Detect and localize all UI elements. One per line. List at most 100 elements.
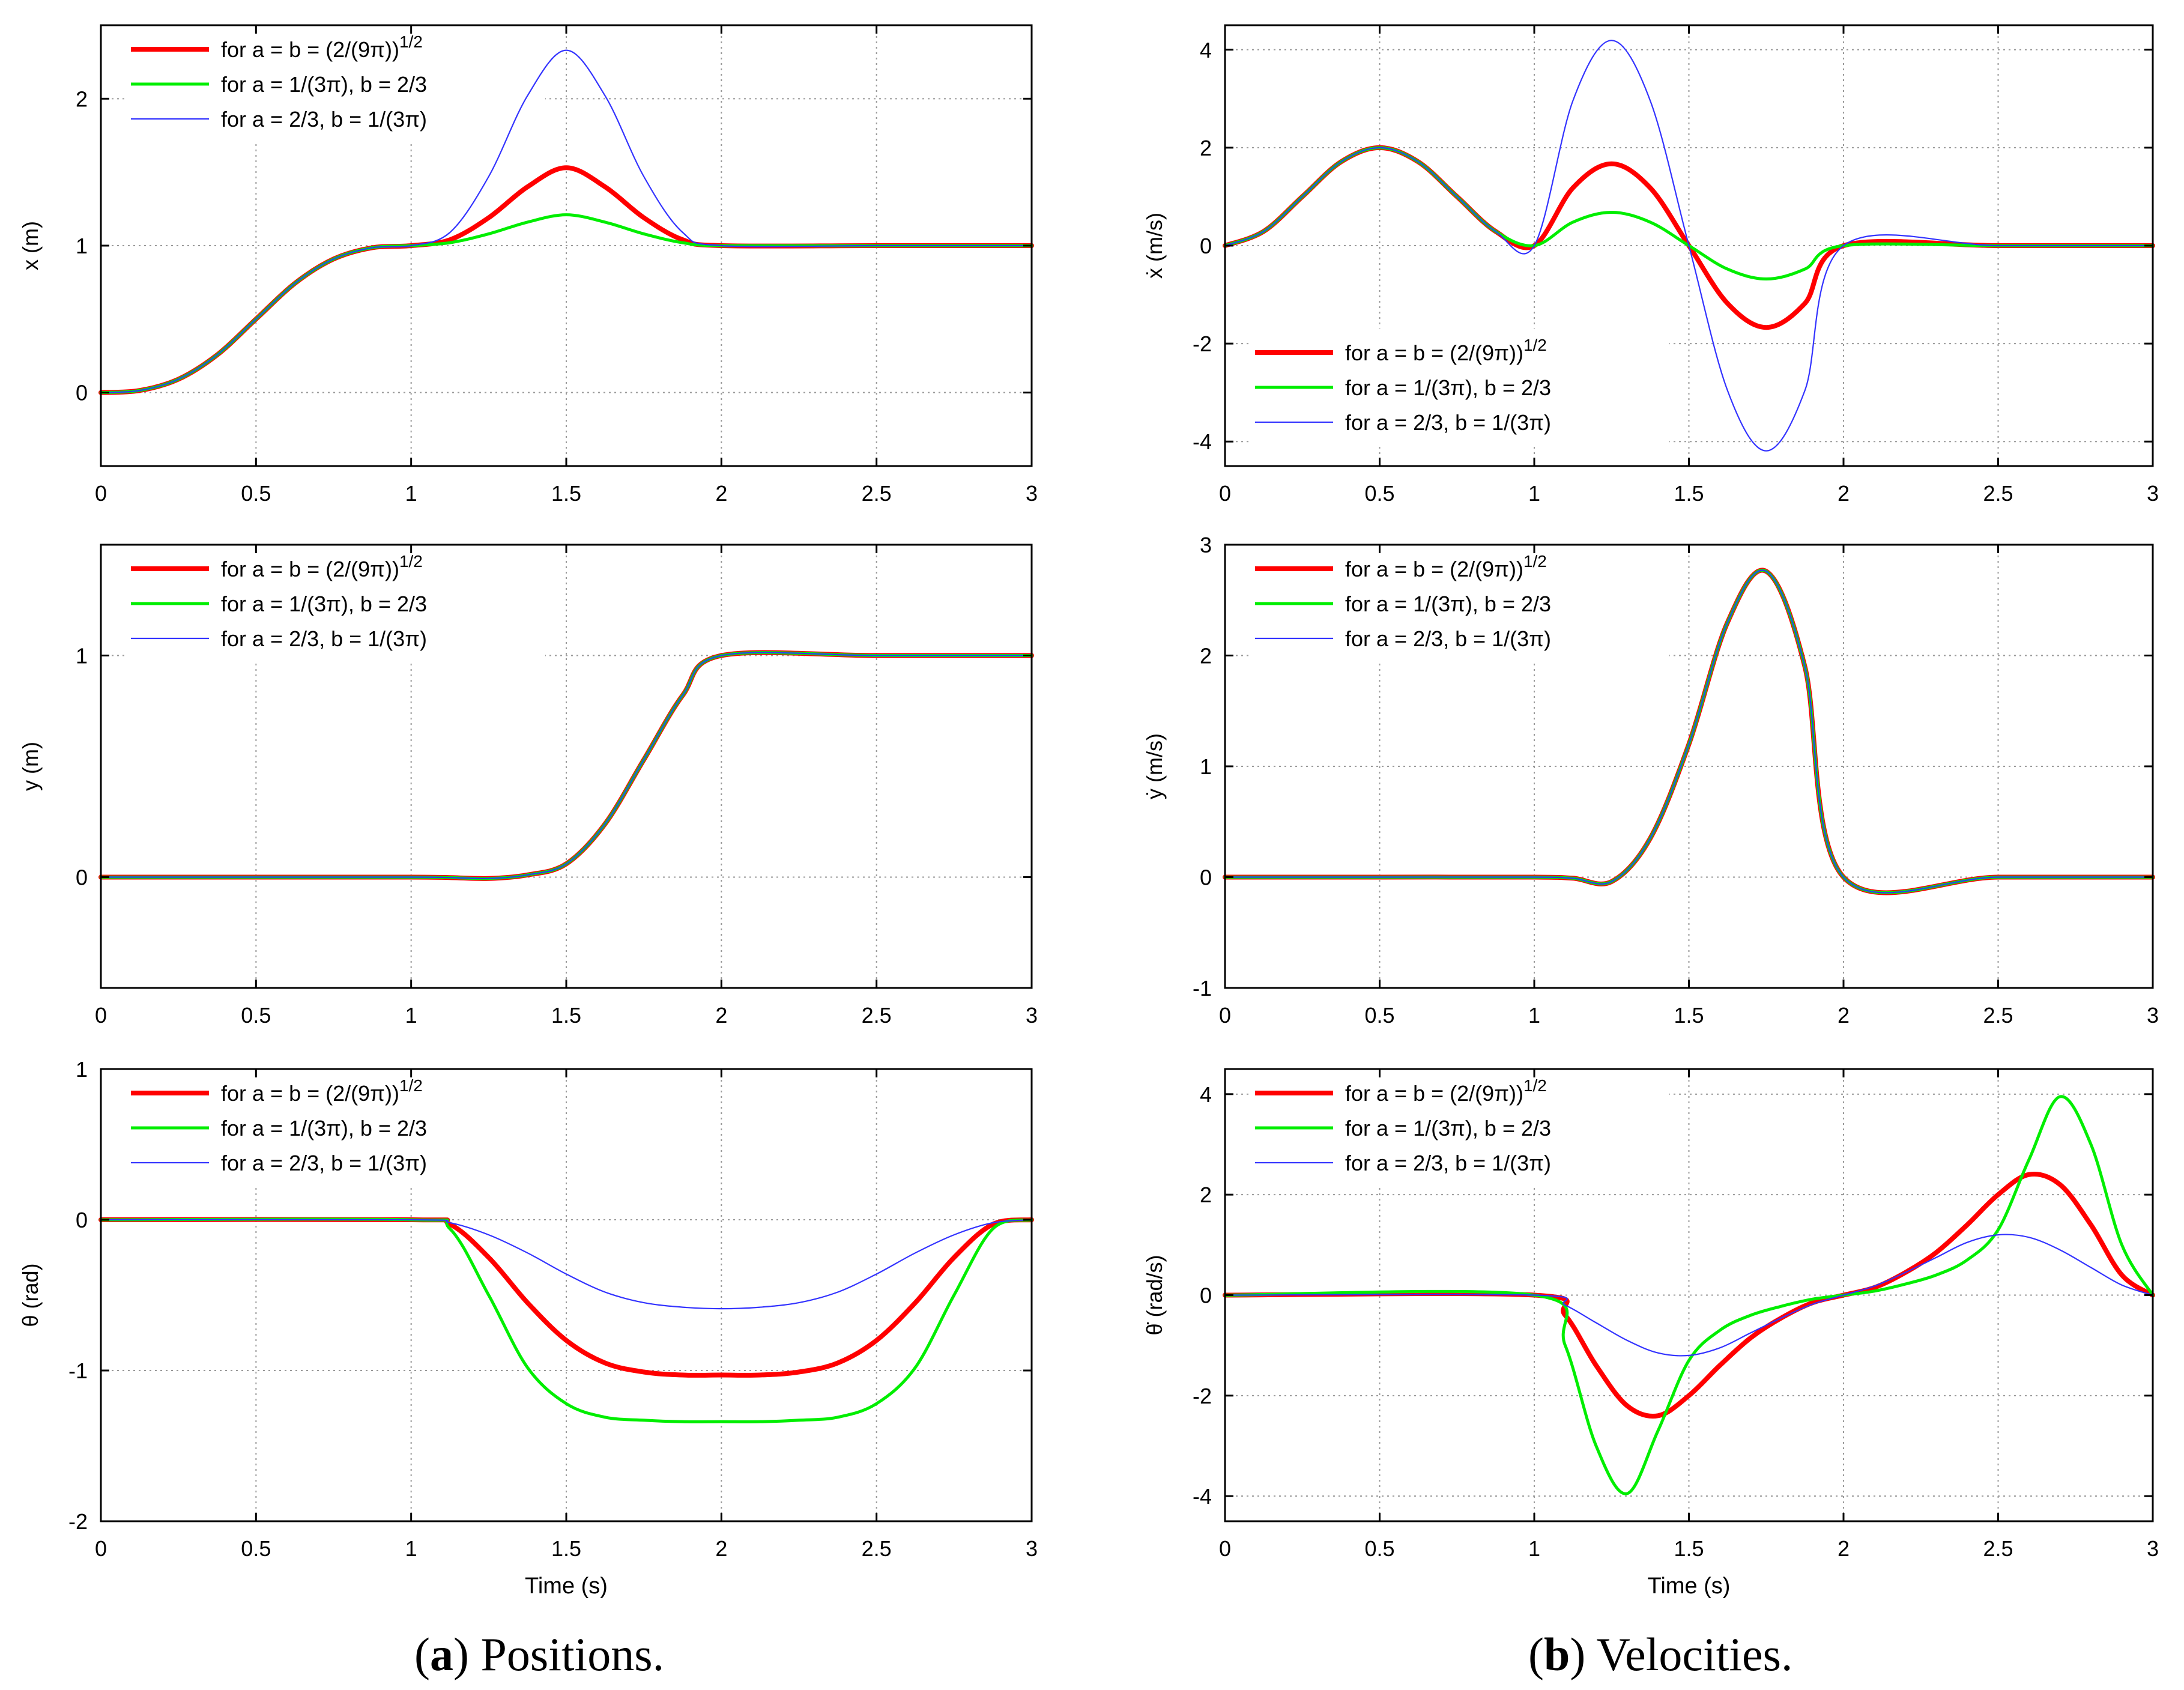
- legend-label: for a = 2/3, b = 1/(3π): [221, 1151, 427, 1175]
- y-axis-label: θ (rad): [18, 1263, 43, 1327]
- y-tick-label: 1: [76, 644, 88, 668]
- x-tick-label: 0: [95, 1003, 107, 1028]
- chart-y-velocity: 0 0.5 1 1.5 2 2.5 3 -1 0 1 2 3 ẏ (m/s) for a = b = (2…: [1142, 533, 2159, 1028]
- legend-superscript: 1/2: [1523, 552, 1547, 571]
- y-tick-label: 2: [1200, 644, 1212, 668]
- x-tick-label: 0.5: [1364, 1536, 1394, 1561]
- x-tick-label: 1.5: [1674, 1536, 1704, 1561]
- legend-label: for a = 1/(3π), b = 2/3: [221, 72, 427, 97]
- legend-label: for a = 1/(3π), b = 2/3: [1345, 592, 1551, 616]
- legend-label: for a = 1/(3π), b = 2/3: [1345, 375, 1551, 400]
- series-line: [100, 49, 1033, 393]
- chart-y-position: 0 0.5 1 1.5 2 2.5 3 0 1 y (m) for a = b = (2/(9π))…: [18, 544, 1038, 1028]
- y-tick-label: 0: [1200, 865, 1212, 890]
- caption-label-a: a: [429, 1628, 453, 1680]
- legend-label: for a = b = (2/(9π))1/2: [221, 552, 423, 581]
- x-axis-label: Time (s): [1648, 1573, 1731, 1599]
- x-tick-label: 1.5: [1674, 1003, 1704, 1028]
- series-line: [1223, 1095, 2155, 1495]
- x-tick-label: 2: [715, 1536, 727, 1561]
- series-line: [1224, 40, 2154, 452]
- x-tick-label: 2.5: [1983, 481, 2013, 506]
- legend-label: for a = 1/(3π), b = 2/3: [1345, 1116, 1551, 1140]
- y-tick-label: 1: [76, 234, 88, 258]
- y-tick-label: -2: [1193, 1384, 1212, 1408]
- y-tick-label: 4: [1200, 38, 1212, 62]
- x-tick-label: 0.5: [241, 1003, 271, 1028]
- y-tick-label: 3: [1200, 533, 1212, 557]
- legend-superscript: 1/2: [399, 1076, 423, 1095]
- y-tick-label: 2: [76, 86, 88, 111]
- x-tick-label: 0: [95, 481, 107, 506]
- x-tick-label: 2.5: [1983, 1003, 2013, 1028]
- caption-velocities: (b) Velocities.: [1528, 1628, 1793, 1680]
- x-tick-label: 3: [2147, 481, 2159, 506]
- y-tick-label: -1: [68, 1358, 88, 1383]
- legend-label: for a = 2/3, b = 1/(3π): [1345, 410, 1551, 435]
- x-tick-label: 2: [715, 481, 727, 506]
- legend-label: for a = b = (2/(9π))1/2: [1345, 552, 1547, 581]
- x-tick-label: 2: [1838, 1536, 1850, 1561]
- x-tick-label: 1.5: [551, 481, 581, 506]
- y-tick-label: 1: [76, 1057, 88, 1082]
- legend-label: for a = 1/(3π), b = 2/3: [221, 1116, 427, 1140]
- x-tick-label: 3: [1026, 1536, 1038, 1561]
- x-tick-label: 3: [1026, 481, 1038, 506]
- x-tick-label: 0: [1219, 1003, 1231, 1028]
- y-axis-label: y (m): [18, 742, 43, 791]
- y-axis-label: ẏ (m/s): [1142, 733, 1167, 799]
- legend-label: for a = 2/3, b = 1/(3π): [1345, 626, 1551, 651]
- y-tick-label: -2: [1193, 332, 1212, 356]
- series-line: [99, 1217, 1033, 1424]
- x-tick-label: 0: [95, 1536, 107, 1561]
- x-tick-label: 0.5: [1364, 1003, 1394, 1028]
- x-tick-label: 2.5: [862, 1003, 892, 1028]
- x-tick-label: 1: [405, 1003, 417, 1028]
- y-tick-label: 4: [1200, 1082, 1212, 1107]
- legend-superscript: 1/2: [1523, 336, 1547, 354]
- series-line: [100, 652, 1033, 879]
- legend-label: for a = 2/3, b = 1/(3π): [221, 626, 427, 651]
- x-tick-label: 1: [405, 481, 417, 506]
- x-tick-label: 0.5: [241, 481, 271, 506]
- y-tick-label: -2: [68, 1509, 88, 1534]
- x-tick-label: 1: [1528, 481, 1540, 506]
- x-tick-label: 3: [2147, 1003, 2159, 1028]
- legend-superscript: 1/2: [1523, 1076, 1547, 1095]
- x-tick-label: 1.5: [551, 1003, 581, 1028]
- y-tick-label: 0: [1200, 1283, 1212, 1308]
- x-tick-label: 2: [1838, 481, 1850, 506]
- x-tick-label: 2: [1838, 1003, 1850, 1028]
- y-tick-label: 0: [76, 865, 88, 890]
- legend-label: for a = 2/3, b = 1/(3π): [1345, 1151, 1551, 1175]
- x-tick-label: 0.5: [241, 1536, 271, 1561]
- series-line: [1224, 1234, 2154, 1357]
- legend-superscript: 1/2: [399, 552, 423, 571]
- y-tick-label: -4: [1193, 429, 1212, 454]
- chart-x-velocity: 0 0.5 1 1.5 2 2.5 3 -4 -2 0 2 4 ẋ (m/s) for a = b = (…: [1142, 24, 2159, 506]
- caption-label-b: b: [1543, 1628, 1570, 1680]
- y-axis-label: x (m): [18, 221, 43, 270]
- x-tick-label: 2.5: [1983, 1536, 2013, 1561]
- x-tick-label: 1.5: [1674, 481, 1704, 506]
- x-tick-label: 0: [1219, 481, 1231, 506]
- y-tick-label: 0: [76, 1208, 88, 1232]
- legend-label: for a = b = (2/(9π))1/2: [221, 32, 423, 62]
- caption-text-b: Velocities.: [1596, 1628, 1793, 1680]
- chart-theta-velocity: 0 0.5 1 1.5 2 2.5 3 -4 -2 0 2 4 θ̇ (rad/s) Time (s) fo…: [1142, 1068, 2159, 1599]
- x-tick-label: 1: [1528, 1536, 1540, 1561]
- y-tick-label: 0: [1200, 234, 1212, 258]
- series-line: [1224, 569, 2154, 894]
- series-line: [1223, 1172, 2155, 1419]
- x-tick-label: 1: [1528, 1003, 1540, 1028]
- y-tick-label: 2: [1200, 136, 1212, 160]
- y-tick-label: 0: [76, 381, 88, 405]
- x-tick-label: 3: [2147, 1536, 2159, 1561]
- x-tick-label: 2: [715, 1003, 727, 1028]
- chart-theta-position: 0 0.5 1 1.5 2 2.5 3 -2 -1 0 1 θ (rad) Time (s) for a …: [18, 1057, 1038, 1599]
- x-tick-label: 2.5: [862, 1536, 892, 1561]
- y-axis-label: θ̇ (rad/s): [1142, 1255, 1167, 1335]
- legend-label: for a = 2/3, b = 1/(3π): [221, 107, 427, 132]
- chart-x-position: 0 0.5 1 1.5 2 2.5 3 0 1 2 x (m) for a = b = (2/(9π)…: [18, 24, 1038, 506]
